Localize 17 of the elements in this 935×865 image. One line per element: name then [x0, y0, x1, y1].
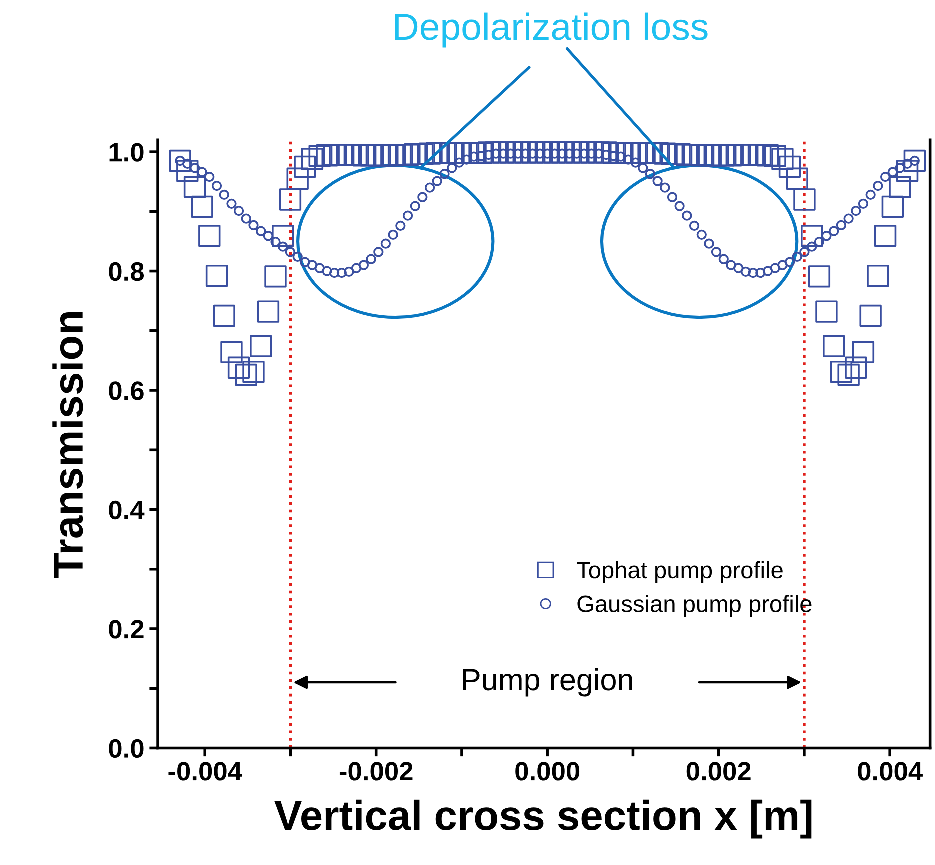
y-tick-label: 0.8 — [109, 262, 144, 282]
x-tick-label: -0.002 — [340, 762, 413, 781]
y-tick-label: 1.0 — [110, 143, 144, 162]
y-tick-label: 0.0 — [109, 739, 144, 758]
annotation: Pump region — [463, 668, 632, 697]
legend-label: Tophat pump profile — [577, 561, 783, 584]
annotation: Depolarization loss — [395, 12, 708, 48]
x-axis-title: Vertical cross section x [m] — [274, 800, 812, 839]
y-tick-label: 0.2 — [109, 620, 144, 639]
x-tick-label: 0.000 — [516, 762, 580, 781]
x-tick-label: 0.004 — [858, 762, 923, 781]
y-tick-label: 0.4 — [109, 500, 145, 520]
x-tick-label: 0.002 — [686, 762, 751, 781]
legend-label: Gaussian pump profile — [578, 595, 812, 618]
y-axis-title: Transmission — [52, 312, 84, 578]
x-tick-label: -0.004 — [168, 762, 242, 781]
y-tick-label: 0.6 — [109, 382, 144, 400]
